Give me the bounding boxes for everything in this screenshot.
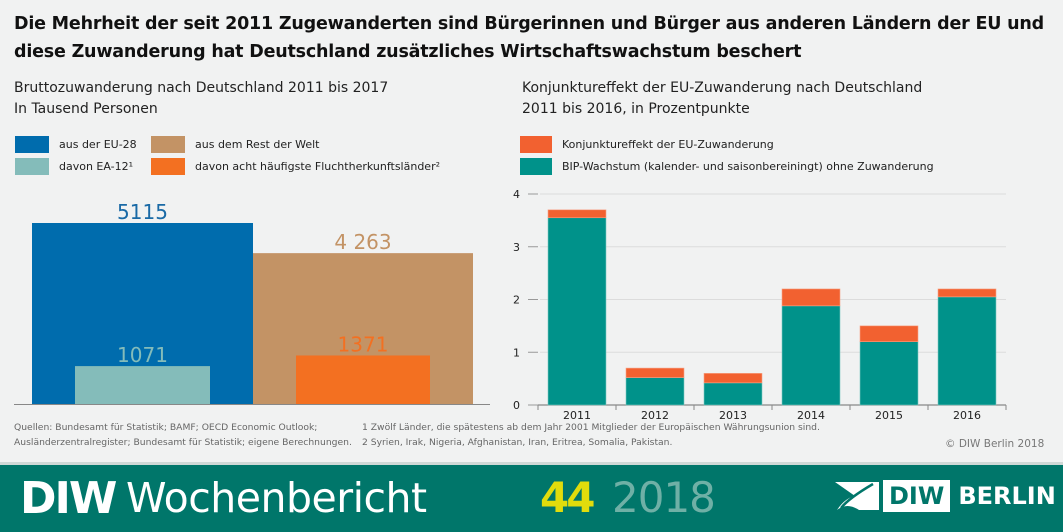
sources-line-2: Ausländerzentralregister; Bundesamt für … [14, 437, 352, 448]
legend-label: BIP-Wachstum (kalender- und saisonberein… [562, 160, 934, 173]
footnote-2: 2 Syrien, Irak, Nigeria, Afghanistan, Ir… [362, 437, 673, 448]
banner-divider [0, 462, 1063, 465]
logo-diw-box: DIW [883, 480, 951, 512]
bar-segment-2015-0 [859, 341, 919, 406]
copyright: © DIW Berlin 2018 [945, 438, 1045, 450]
diw-logo-icon [835, 482, 879, 510]
logo-berlin: BERLIN [958, 482, 1056, 510]
right-chart-title: Konjunktureffekt der EU-Zuwanderung nach… [522, 80, 923, 96]
bar-3 [296, 355, 430, 404]
x-tick-label: 2014 [797, 409, 825, 420]
bar-segment-2016-0 [937, 296, 997, 406]
bar-segment-2012-1 [625, 367, 685, 378]
bar-segment-2013-0 [703, 382, 763, 406]
legend-item-bip: BIP-Wachstum (kalender- und saisonberein… [520, 158, 934, 175]
x-tick-label: 2016 [953, 409, 981, 420]
x-tick-label: 2015 [875, 409, 903, 420]
y-tick-label: 3 [513, 241, 520, 254]
data-label: 1071 [117, 343, 168, 367]
legend-item-flucht: davon acht häufigste Fluchtherkunftsländ… [151, 158, 440, 175]
sources-line-1: Quellen: Bundesamt für Statistik; BAMF; … [14, 422, 318, 433]
legend-label: davon acht häufigste Fluchtherkunftsländ… [195, 160, 441, 173]
footnote-1: 1 Zwölf Länder, die spätestens ab dem Ja… [362, 422, 820, 433]
issue-year: 2018 [612, 473, 716, 522]
left-chart-title: Bruttozuwanderung nach Deutschland 2011 … [14, 80, 389, 96]
bar-2 [75, 366, 210, 404]
bar-segment-2012-0 [625, 377, 685, 406]
footer-banner: DIW Wochenbericht 44 2018 DIW BERLIN [0, 465, 1063, 532]
bar-segment-2011-1 [547, 209, 607, 219]
legend-item-eu28: aus der EU-28 [15, 136, 137, 153]
left-chart-title-block: Bruttozuwanderung nach Deutschland 2011 … [14, 78, 388, 120]
issue-number: 44 [540, 473, 595, 522]
legend-item-ea12: davon EA-12¹ [15, 158, 133, 175]
bar-segment-2013-1 [703, 373, 763, 384]
right-chart-subtitle: 2011 bis 2016, in Prozentpunkte [522, 101, 750, 117]
diw-berlin-logo: DIW BERLIN [835, 480, 1056, 512]
legend-swatch [15, 158, 49, 175]
y-tick-label: 4 [513, 188, 520, 201]
legend-item-konjunktur: Konjunktureffekt der EU-Zuwanderung [520, 136, 774, 153]
left-bar-chart: 5115 4 263 1071 1371 [14, 200, 490, 405]
legend-label: davon EA-12¹ [59, 160, 134, 173]
data-label: 5115 [117, 200, 168, 224]
brand-wochenbericht: Wochenbericht [126, 474, 427, 522]
right-chart-title-block: Konjunktureffekt der EU-Zuwanderung nach… [522, 78, 922, 120]
footnotes: 1 Zwölf Länder, die spätestens ab dem Ja… [362, 420, 820, 450]
bar-segment-2011-0 [547, 217, 607, 406]
legend-item-rest: aus dem Rest der Welt [151, 136, 320, 153]
x-tick-label: 2013 [719, 409, 747, 420]
y-tick-label: 0 [513, 399, 520, 412]
legend-swatch [520, 158, 552, 175]
x-tick-label: 2011 [563, 409, 591, 420]
bar-segment-2015-1 [859, 325, 919, 342]
legend-swatch [151, 136, 185, 153]
legend-label: aus der EU-28 [59, 138, 137, 151]
legend-label: Konjunktureffekt der EU-Zuwanderung [562, 138, 774, 151]
bar-segment-2016-1 [937, 288, 997, 298]
bar-segment-2014-1 [781, 288, 841, 307]
x-tick-label: 2012 [641, 409, 669, 420]
legend-swatch [151, 158, 185, 175]
page-title: Die Mehrheit der seit 2011 Zugewanderten… [14, 14, 1044, 62]
y-tick-label: 2 [513, 294, 520, 307]
legend-label: aus dem Rest der Welt [195, 138, 320, 151]
right-stacked-bar-chart: 0 1 2 3 4 2011 2012 2013 2014 2015 2016 [513, 188, 1007, 420]
data-label: 1371 [338, 332, 389, 356]
data-label: 4 263 [334, 230, 391, 254]
left-chart-subtitle: In Tausend Personen [14, 101, 158, 117]
brand-diw: DIW [20, 473, 117, 524]
sources: Quellen: Bundesamt für Statistik; BAMF; … [14, 420, 352, 450]
y-tick-label: 1 [513, 346, 520, 359]
bar-segment-2014-0 [781, 305, 841, 406]
legend-swatch [15, 136, 49, 153]
legend-swatch [520, 136, 552, 153]
